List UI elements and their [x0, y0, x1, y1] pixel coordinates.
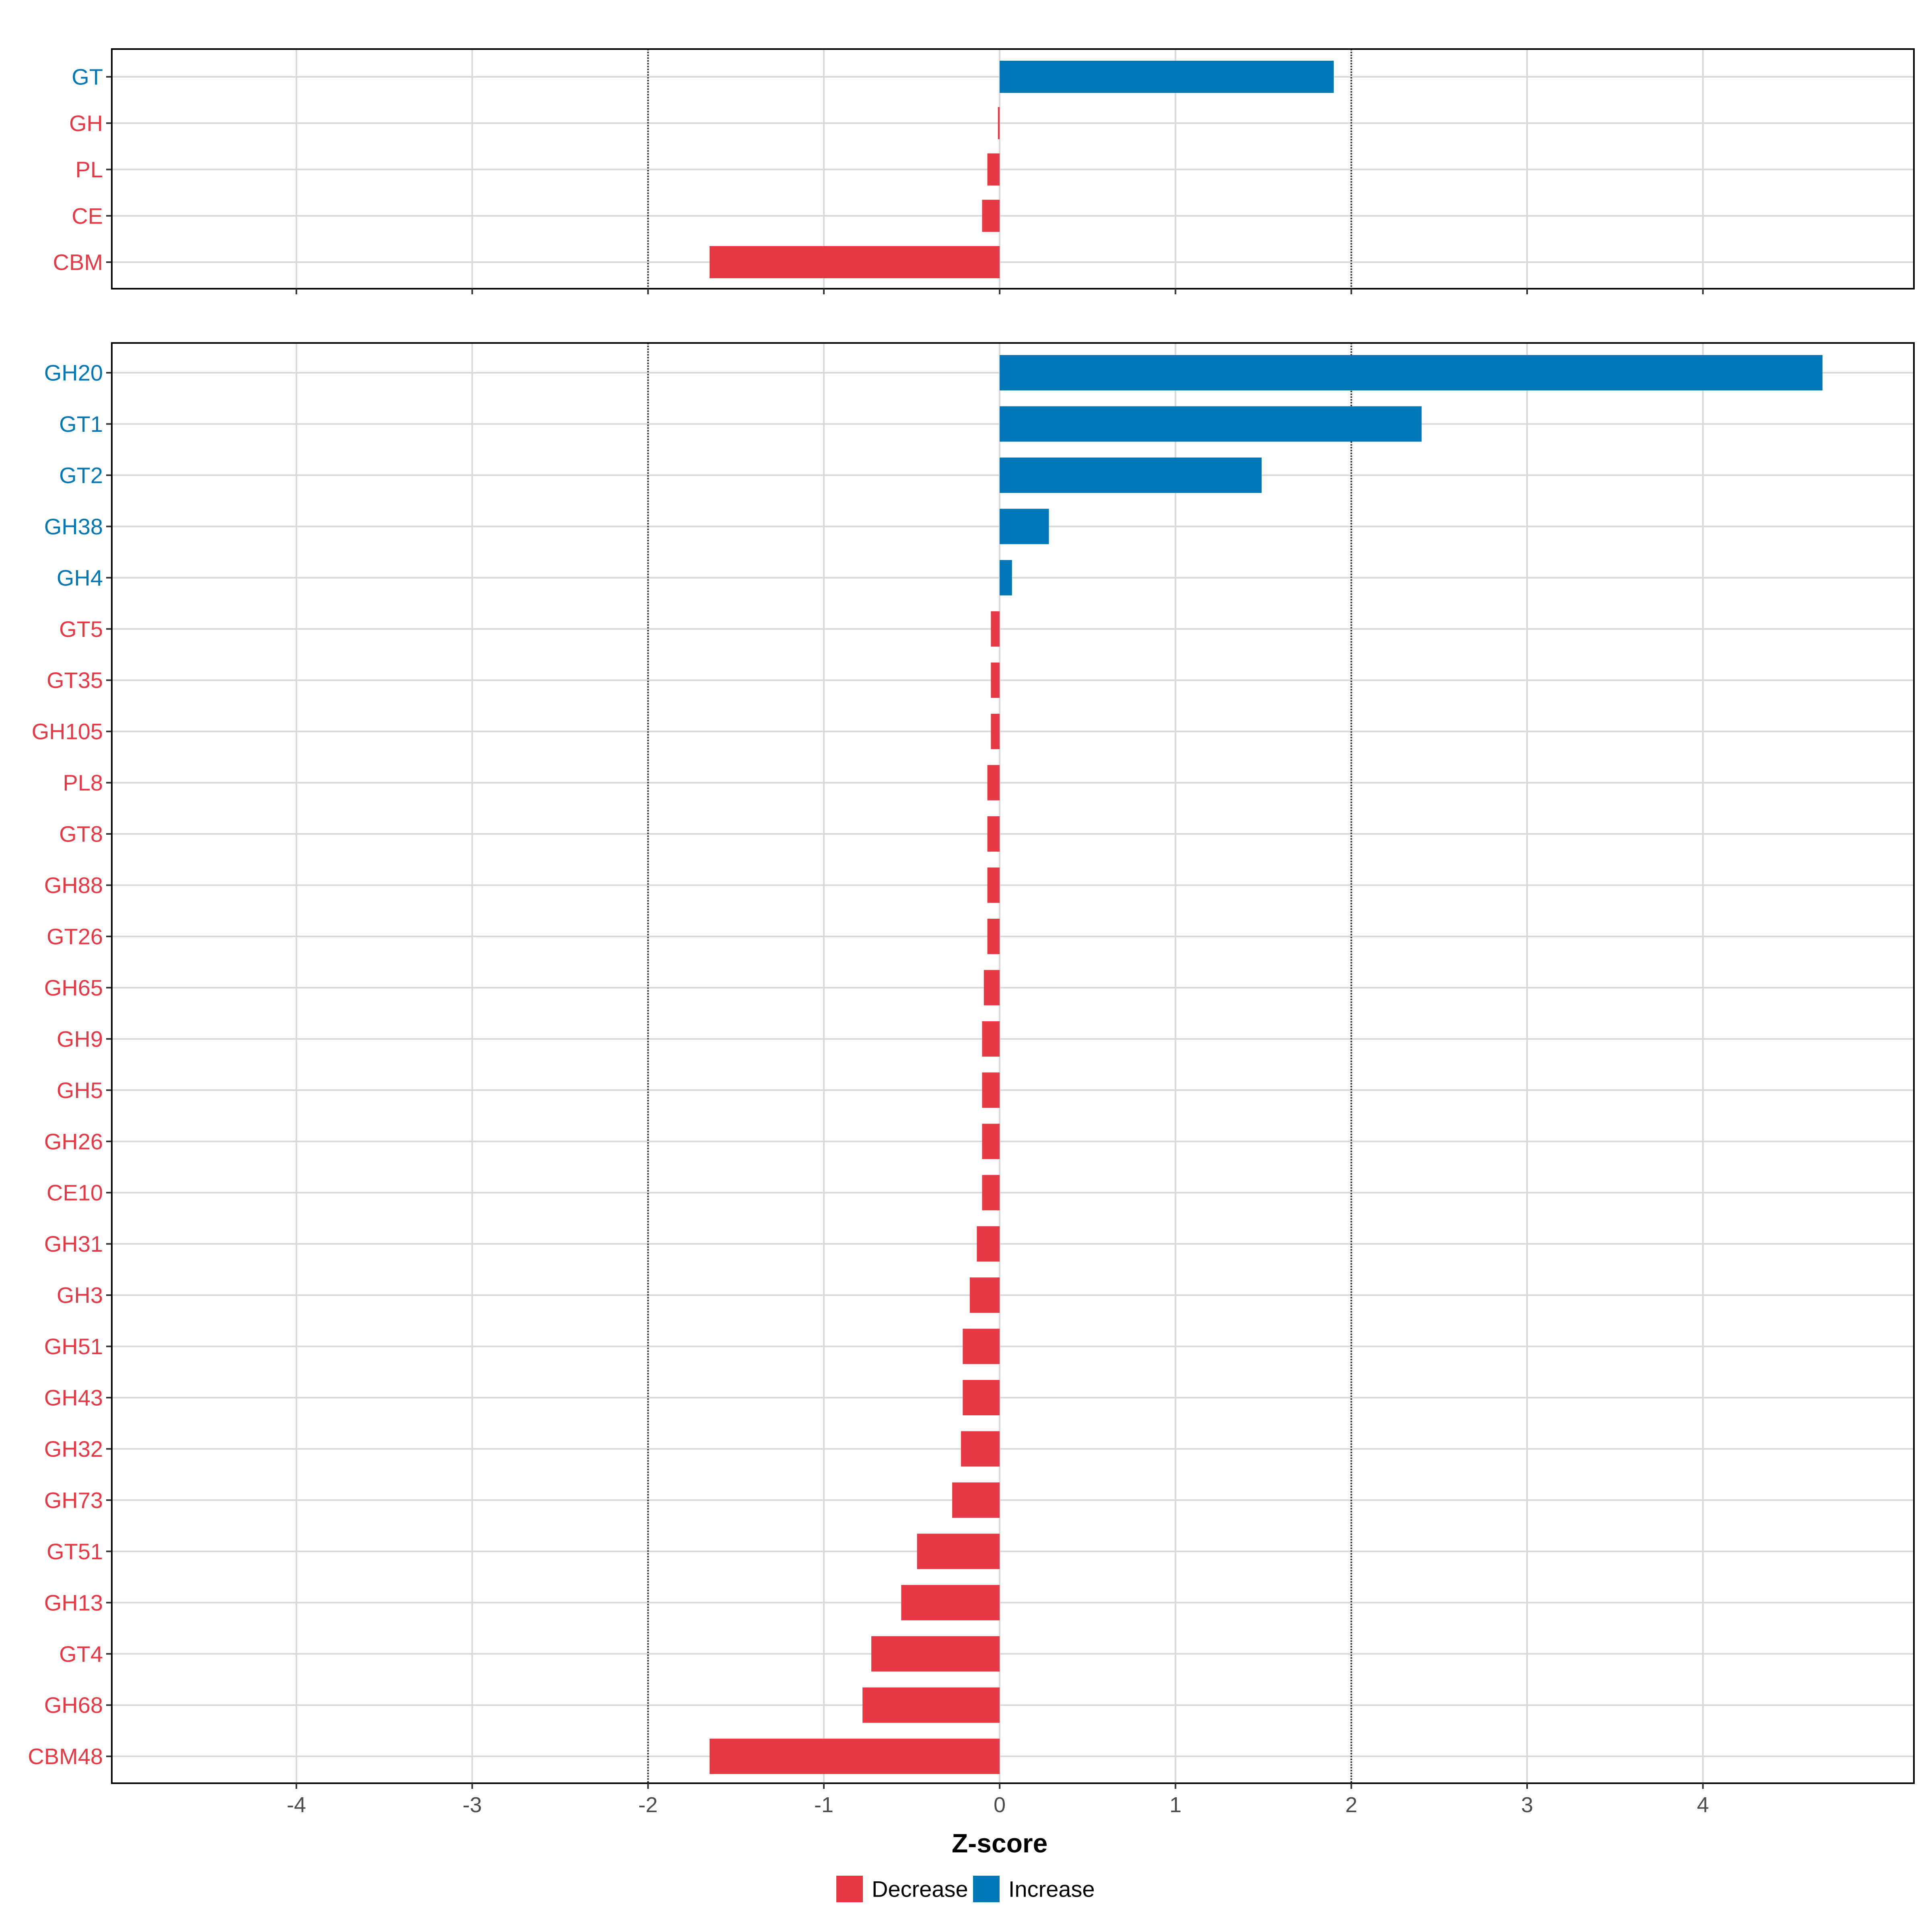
bar-gh38	[1000, 509, 1049, 544]
category-label-cbm: CBM	[53, 250, 103, 275]
bar-gh20	[1000, 355, 1823, 390]
bar-gh73	[952, 1482, 1000, 1518]
category-label-gt2: GT2	[59, 462, 103, 488]
bar-gh3	[969, 1277, 1000, 1313]
category-label-gh5: GH5	[57, 1078, 103, 1103]
x-tick-label-3: 3	[1521, 1793, 1533, 1817]
panels-layer: GT GH PL CE CBM GH20 GT1 GT2 GH38 GH4 GT5 GT35 GH105…	[28, 48, 1915, 1789]
x-tick-label--4: -4	[287, 1793, 306, 1817]
category-label-gt4: GT4	[59, 1641, 103, 1667]
bar-gh68	[862, 1687, 1000, 1723]
category-label-gh26: GH26	[44, 1129, 103, 1154]
bar-gt5	[991, 611, 1000, 647]
bar-gt51	[917, 1534, 1000, 1569]
bar-cbm	[709, 246, 1000, 278]
legend-label-increase: Increase	[1008, 1877, 1095, 1902]
category-label-gh4: GH4	[57, 565, 103, 590]
category-label-pl: PL	[76, 157, 103, 182]
x-tick-label-1: 1	[1169, 1793, 1181, 1817]
category-label-gh32: GH32	[44, 1436, 103, 1462]
category-label-gh88: GH88	[44, 873, 103, 898]
panel-bottom: GH20 GT1 GT2 GH38 GH4 GT5 GT35 GH105 PL8 GT8 GH88 G…	[28, 342, 1915, 1789]
legend-swatch-increase	[973, 1876, 1000, 1902]
category-label-gt: GT	[72, 64, 103, 90]
bar-gh105	[991, 714, 1000, 749]
category-label-gt26: GT26	[47, 924, 103, 949]
x-tick-label-2: 2	[1345, 1793, 1357, 1817]
category-label-gh3: GH3	[57, 1283, 103, 1308]
bar-gh13	[901, 1585, 1000, 1620]
bar-gh65	[983, 970, 1000, 1006]
bar-gt26	[987, 918, 1000, 954]
bar-gt2	[1000, 457, 1262, 493]
x-tick-label--3: -3	[462, 1793, 482, 1817]
bar-gh4	[1000, 560, 1012, 595]
category-label-gt35: GT35	[47, 667, 103, 693]
legend: Decrease Increase	[836, 1876, 1095, 1902]
x-axis-title: Z-score	[952, 1828, 1047, 1858]
bar-gt8	[987, 816, 1000, 852]
bar-gh9	[982, 1021, 1000, 1057]
bar-gh88	[987, 867, 1000, 903]
bar-gt1	[1000, 406, 1422, 442]
category-label-gt5: GT5	[59, 616, 103, 642]
bar-ce10	[982, 1175, 1000, 1211]
category-label-gh9: GH9	[57, 1026, 103, 1051]
bar-gt	[1000, 61, 1334, 93]
panel-border-bottom	[111, 342, 1915, 1784]
bar-gt4	[871, 1636, 1000, 1672]
category-label-ce10: CE10	[47, 1180, 103, 1205]
category-label-cbm48: CBM48	[28, 1744, 103, 1769]
category-label-gh65: GH65	[44, 975, 103, 1000]
bar-gt35	[991, 662, 1000, 698]
category-label-gh: GH	[69, 111, 103, 136]
panel-border-top	[111, 48, 1915, 289]
category-label-gh13: GH13	[44, 1590, 103, 1615]
category-label-gh105: GH105	[32, 719, 103, 744]
bar-gh43	[963, 1380, 1000, 1415]
category-label-pl8: PL8	[63, 770, 103, 795]
bar-gh51	[963, 1328, 1000, 1364]
bar-gh26	[982, 1123, 1000, 1159]
category-label-gt51: GT51	[47, 1539, 103, 1564]
bar-gh	[998, 107, 1000, 140]
category-label-gh68: GH68	[44, 1692, 103, 1718]
category-label-gh38: GH38	[44, 514, 103, 539]
bar-pl	[987, 153, 1000, 186]
category-label-ce: CE	[72, 203, 103, 228]
x-tick-label--1: -1	[814, 1793, 834, 1817]
x-tick-label-4: 4	[1697, 1793, 1709, 1817]
x-axis: -4 -3 -2 -1 0 1 2 3 4 Z-score	[287, 1793, 1709, 1858]
category-label-gh73: GH73	[44, 1487, 103, 1513]
bar-gh5	[982, 1072, 1000, 1108]
category-label-gh51: GH51	[44, 1334, 103, 1359]
bar-pl8	[987, 765, 1000, 801]
x-tick-label--2: -2	[639, 1793, 658, 1817]
category-label-gh43: GH43	[44, 1385, 103, 1411]
legend-swatch-decrease	[836, 1876, 863, 1902]
category-label-gh20: GH20	[44, 360, 103, 386]
bar-gh31	[977, 1226, 1000, 1262]
bar-ce	[982, 199, 1000, 232]
category-label-gh31: GH31	[44, 1231, 103, 1257]
panel-top: GT GH PL CE CBM	[53, 48, 1915, 294]
bar-gh32	[961, 1431, 1000, 1467]
category-label-gt1: GT1	[59, 411, 103, 437]
bar-cbm48	[709, 1739, 1000, 1774]
legend-label-decrease: Decrease	[872, 1877, 968, 1902]
category-label-gt8: GT8	[59, 821, 103, 847]
x-tick-label-0: 0	[994, 1793, 1006, 1817]
